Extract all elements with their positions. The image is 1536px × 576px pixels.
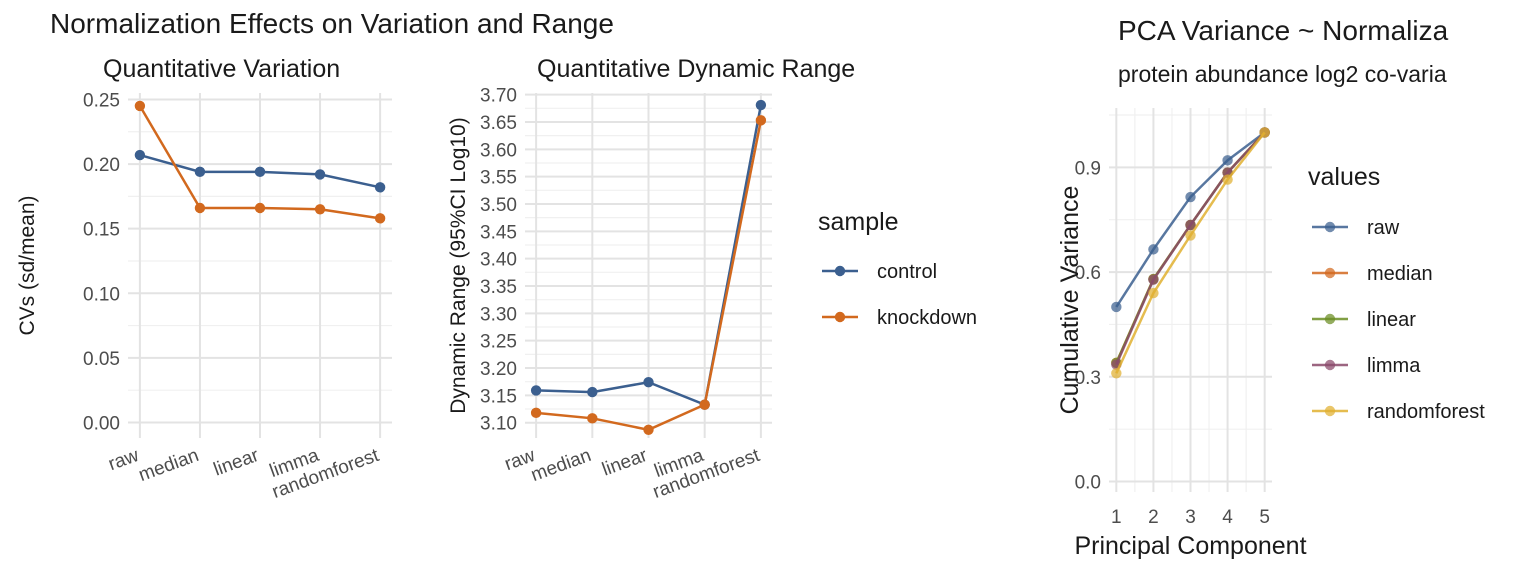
- data-point-control: [374, 182, 386, 193]
- legend-key-point: [1324, 221, 1336, 233]
- legend-label: raw: [1367, 217, 1400, 239]
- legend-label: randomforest: [1367, 401, 1485, 423]
- x-tick-label: 3: [1185, 507, 1196, 528]
- data-point-raw: [1148, 244, 1159, 255]
- data-point-knockdown: [755, 115, 767, 126]
- data-point-randomforest: [1148, 287, 1159, 299]
- y-tick-label: 3.10: [480, 414, 517, 435]
- data-point-control: [254, 166, 266, 178]
- legend-label: knockdown: [877, 307, 977, 329]
- y-tick-label: 0.9: [1075, 158, 1101, 179]
- data-point-randomforest: [1222, 174, 1233, 185]
- data-point-randomforest: [1111, 368, 1122, 379]
- figure-title: Normalization Effects on Variation and R…: [50, 8, 614, 39]
- y-tick-label: 3.55: [480, 168, 517, 189]
- legend-label: median: [1367, 263, 1433, 285]
- data-point-control: [194, 166, 206, 178]
- data-point-knockdown: [374, 213, 386, 224]
- x-tick-label: 2: [1148, 507, 1159, 528]
- legend-label: control: [877, 261, 937, 283]
- chart-title: Quantitative Dynamic Range: [537, 55, 855, 83]
- y-tick-label: 0.15: [83, 220, 120, 241]
- y-tick-label: 3.40: [480, 250, 517, 271]
- y-tick-label: 3.45: [480, 222, 517, 243]
- y-tick-label: 3.65: [480, 113, 517, 134]
- y-tick-label: 3.35: [480, 277, 517, 298]
- chart-subtitle: protein abundance log2 co-varia: [1118, 61, 1447, 87]
- y-tick-label: 3.30: [480, 304, 517, 325]
- y-tick-label: 0.05: [83, 349, 120, 370]
- data-point-knockdown: [254, 202, 266, 214]
- y-axis-title: CVs (sd/mean): [16, 195, 39, 335]
- legend-key-point: [834, 265, 846, 277]
- y-axis-title: Dynamic Range (95%CI Log10): [447, 117, 470, 413]
- data-point-control: [587, 386, 598, 398]
- x-tick-label: median: [136, 445, 202, 486]
- y-tick-label: 0.25: [83, 90, 120, 111]
- data-point-randomforest: [1259, 127, 1270, 138]
- y-tick-label: 0.00: [83, 413, 120, 434]
- data-point-knockdown: [134, 100, 146, 112]
- y-tick-label: 3.20: [480, 359, 517, 380]
- x-tick-label: raw: [106, 445, 142, 475]
- y-tick-label: 3.70: [480, 86, 517, 107]
- x-tick-label: median: [528, 445, 594, 486]
- data-point-raw: [1111, 301, 1122, 313]
- data-point-control: [314, 169, 326, 180]
- legend-label: linear: [1367, 309, 1416, 331]
- data-point-knockdown: [699, 399, 710, 410]
- legend-key-point: [1324, 313, 1336, 325]
- data-point-control: [643, 377, 654, 388]
- data-point-limma: [1148, 274, 1159, 285]
- legend-key-point: [834, 311, 846, 323]
- legend-key-point: [1324, 267, 1336, 279]
- y-tick-label: 3.50: [480, 195, 517, 216]
- y-tick-label: 3.60: [480, 140, 517, 161]
- y-tick-label: 3.25: [480, 332, 517, 353]
- x-tick-label: linear: [211, 445, 262, 481]
- y-tick-label: 0.0: [1075, 473, 1101, 494]
- x-tick-label: linear: [599, 445, 650, 481]
- y-tick-label: 3.15: [480, 386, 517, 407]
- data-point-raw: [1222, 155, 1233, 166]
- x-tick-label: 5: [1259, 507, 1270, 528]
- values-legend: values raw median linear limma randomforest: [1308, 163, 1485, 423]
- dynamic-range-chart: 3.10 3.15 3.20 3.25 3.30 3.35 3.40 3.45 3.50 3.55…: [447, 55, 855, 503]
- data-point-randomforest: [1185, 230, 1196, 241]
- data-point-limma: [1185, 219, 1196, 231]
- data-point-control: [530, 385, 542, 396]
- chart-title: Quantitative Variation: [103, 55, 340, 83]
- data-point-raw: [1185, 191, 1196, 203]
- x-tick-label: 4: [1222, 507, 1233, 528]
- data-point-knockdown: [643, 424, 654, 435]
- legend-key-point: [1324, 359, 1336, 371]
- data-point-knockdown: [194, 202, 206, 214]
- y-tick-label: 0.10: [83, 284, 120, 305]
- data-point-knockdown: [530, 407, 542, 419]
- legend-label: limma: [1367, 355, 1421, 377]
- pca-chart: 0.0 0.3 0.6 0.9 1 2 3 4 5 PCA Variance ~ Normaliz…: [1056, 15, 1449, 560]
- y-tick-label: 0.6: [1075, 263, 1101, 284]
- x-axis-title: Principal Component: [1074, 532, 1306, 560]
- data-point-control: [134, 149, 146, 161]
- data-point-knockdown: [314, 204, 326, 215]
- legend-title: values: [1308, 163, 1380, 191]
- y-tick-label: 0.3: [1075, 368, 1101, 389]
- data-point-control: [755, 99, 767, 111]
- legend-key-point: [1324, 405, 1336, 417]
- y-tick-label: 0.20: [83, 155, 120, 176]
- sample-legend: sample control knockdown: [818, 208, 977, 329]
- x-tick-label: 1: [1111, 507, 1122, 528]
- legend-title: sample: [818, 208, 899, 236]
- data-point-knockdown: [587, 413, 598, 424]
- chart-title: PCA Variance ~ Normaliza: [1118, 15, 1449, 46]
- y-axis-title: Cumulative Variance: [1056, 186, 1084, 415]
